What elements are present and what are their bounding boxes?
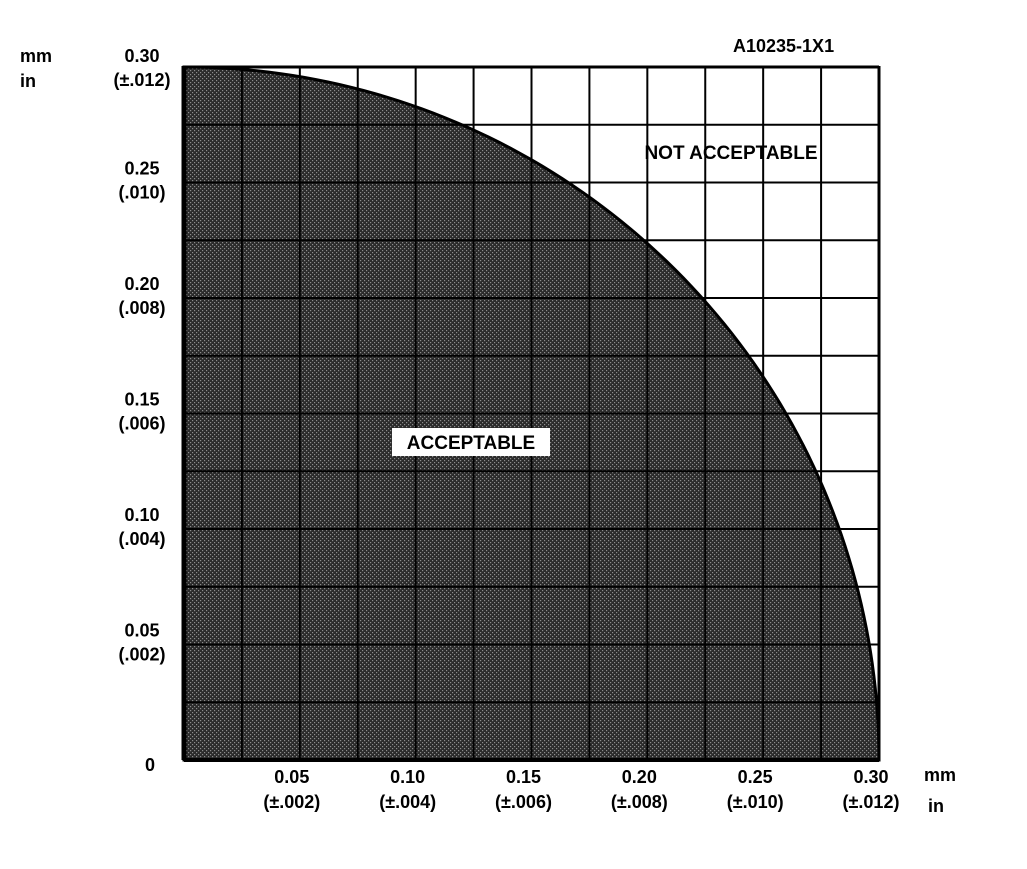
x-tick-label-in: (±.006)	[495, 792, 552, 812]
y-unit-in-label: in	[20, 71, 36, 91]
x-tick-labels: 0.05 (±.002) 0.10 (±.004) 0.15 (±.006) 0.20 (±.…	[263, 767, 899, 812]
zero-label: 0	[145, 755, 155, 775]
x-tick-label-mm: 0.30	[853, 767, 888, 787]
y-tick-label-mm: 0.05	[124, 621, 159, 641]
y-tick-label-in: (.006)	[118, 414, 165, 434]
x-tick-label-mm: 0.20	[622, 767, 657, 787]
x-tick-label-in: (±.008)	[611, 792, 668, 812]
grid-lines	[184, 67, 879, 760]
x-tick-label-mm: 0.10	[390, 767, 425, 787]
x-unit-mm-label: mm	[924, 765, 956, 785]
x-tick-label-mm: 0.15	[506, 767, 541, 787]
x-tick-label-in: (±.004)	[379, 792, 436, 812]
y-tick-label-in: (±.012)	[114, 70, 171, 90]
y-tick-label-mm: 0.20	[124, 274, 159, 294]
figure-id-label: A10235-1X1	[733, 36, 834, 56]
y-tick-labels: 0.05 (.002) 0.10 (.004) 0.15 (.006) 0.20 (.008)…	[114, 46, 171, 665]
y-unit-mm-label: mm	[20, 46, 52, 66]
y-tick-label-mm: 0.10	[124, 505, 159, 525]
y-tick-label-mm: 0.15	[124, 390, 159, 410]
x-tick-label-mm: 0.05	[274, 767, 309, 787]
y-tick-label-in: (.008)	[118, 298, 165, 318]
y-tick-label-mm: 0.25	[124, 159, 159, 179]
not-acceptable-label: NOT ACCEPTABLE	[644, 143, 817, 164]
y-tick-label-in: (.010)	[118, 183, 165, 203]
acceptable-label-background	[392, 428, 550, 456]
x-tick-label-in: (±.002)	[263, 792, 320, 812]
x-tick-label-mm: 0.25	[738, 767, 773, 787]
acceptable-label: ACCEPTABLE	[407, 433, 535, 454]
y-tick-label-in: (.004)	[118, 529, 165, 549]
x-tick-label-in: (±.010)	[727, 792, 784, 812]
x-tick-label-in: (±.012)	[843, 792, 900, 812]
y-tick-label-mm: 0.30	[124, 46, 159, 66]
y-tick-label-in: (.002)	[118, 645, 165, 665]
x-unit-in-label: in	[928, 796, 944, 816]
